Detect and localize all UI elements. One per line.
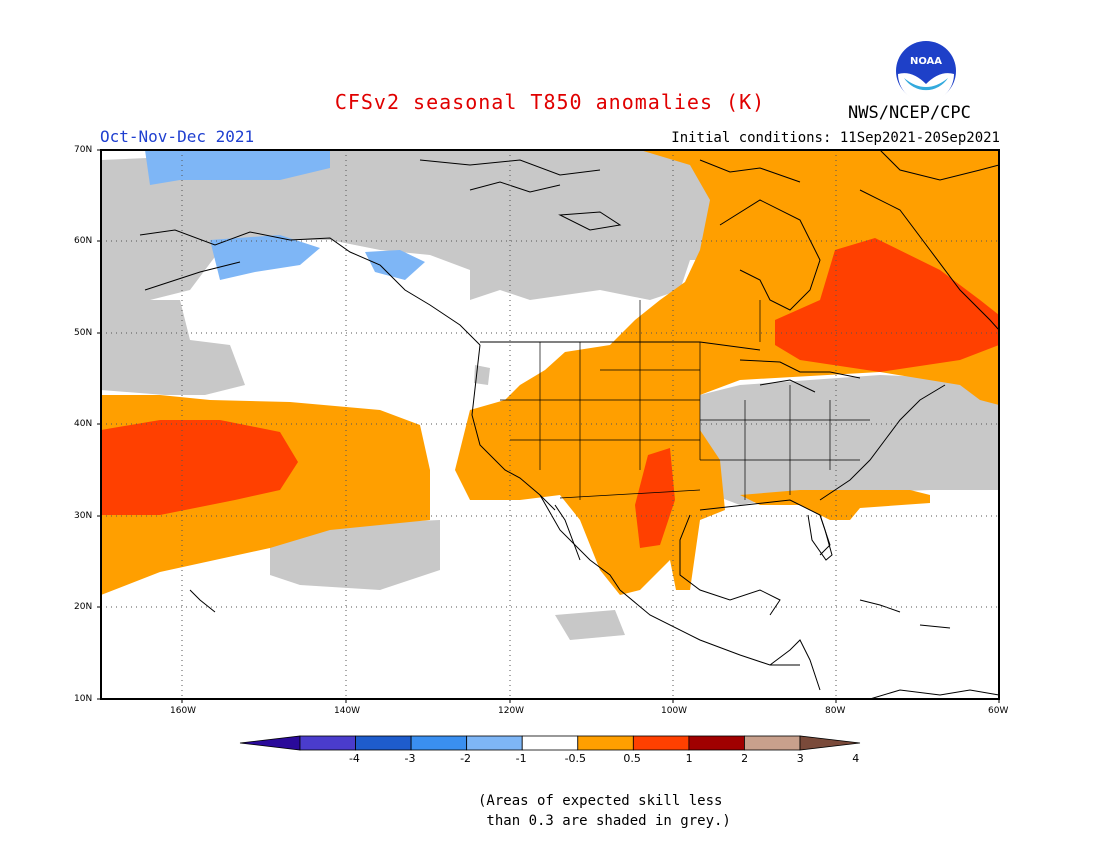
coastlines [139,150,999,699]
lat-label: 50N [74,328,93,338]
logo-text: NOAA [910,56,942,67]
colorbar-label: -2 [460,752,472,765]
footnote-line-1: (Areas of expected skill less [478,793,723,809]
colorbar-label: -0.5 [564,752,587,765]
colorbar-cell [632,735,690,751]
lat-label: 40N [74,419,93,429]
colorbar-arrow-low [239,735,301,751]
footnote-line-2: than 0.3 are shaded in grey.) [478,813,731,829]
noaa-logo: NOAA [896,41,956,102]
colorbar-cell [744,735,801,751]
season-label: Oct-Nov-Dec 2021 [100,127,255,146]
map-title: CFSv2 seasonal T850 anomalies (K) [334,90,766,114]
strong-warm-anomaly-regions [101,238,999,548]
colorbar-label: 1 [685,752,693,765]
initial-conditions-label: Initial conditions: 11Sep2021-20Sep2021 [671,130,1000,146]
axis-ticks [97,149,1000,703]
colorbar-label: -4 [348,752,360,765]
colorbar-cell [466,735,523,751]
colorbar-label: 0.5 [623,752,641,765]
lat-label: 10N [74,694,93,704]
colorbar [239,735,861,751]
lon-label: 140W [334,706,361,716]
lat-label: 70N [74,145,93,155]
lat-label: 20N [74,602,93,612]
lat-label: 30N [74,511,93,521]
colorbar-cell [410,735,468,751]
colorbar-label: 4 [852,752,860,765]
colorbar-cell [521,735,579,751]
cool-anomaly-regions [145,150,425,280]
lon-label: 60W [988,706,1009,716]
colorbar-label: -1 [515,752,527,765]
footnote: (Areas of expected skill less than 0.3 a… [478,791,731,831]
colorbar-label: 3 [796,752,804,765]
lon-label: 100W [661,706,688,716]
colorbar-label: -3 [404,752,416,765]
colorbar-cell [688,735,745,751]
colorbar-cell [355,735,412,751]
low-skill-grey-regions [101,150,999,640]
lon-label: 120W [498,706,525,716]
political-borders [500,300,870,500]
agency-label: NWS/NCEP/CPC [848,103,971,123]
lon-label: 80W [825,706,846,716]
colorbar-cell [299,735,356,751]
colorbar-label: 2 [741,752,749,765]
colorbar-arrow-high [799,735,861,751]
lat-label: 60N [74,236,93,246]
lon-label: 160W [170,706,197,716]
colorbar-cell [577,735,634,751]
